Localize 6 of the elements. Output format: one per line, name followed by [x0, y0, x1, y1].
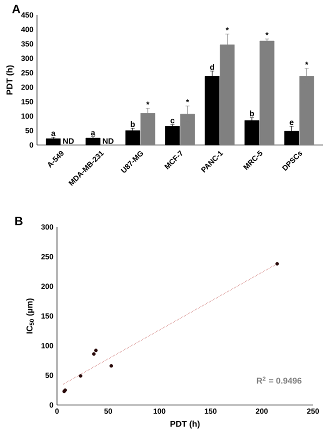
x-axis-title: PDT (h): [170, 420, 200, 429]
chart-title: B: [15, 216, 23, 226]
chart-title: A: [12, 4, 20, 14]
y-axis-title: IC$_{50}$ (µm): [26, 298, 34, 334]
annotation: R$^{2}$ = 0.9496: [256, 376, 302, 384]
y-axis-title: PDT (h): [6, 65, 14, 94]
